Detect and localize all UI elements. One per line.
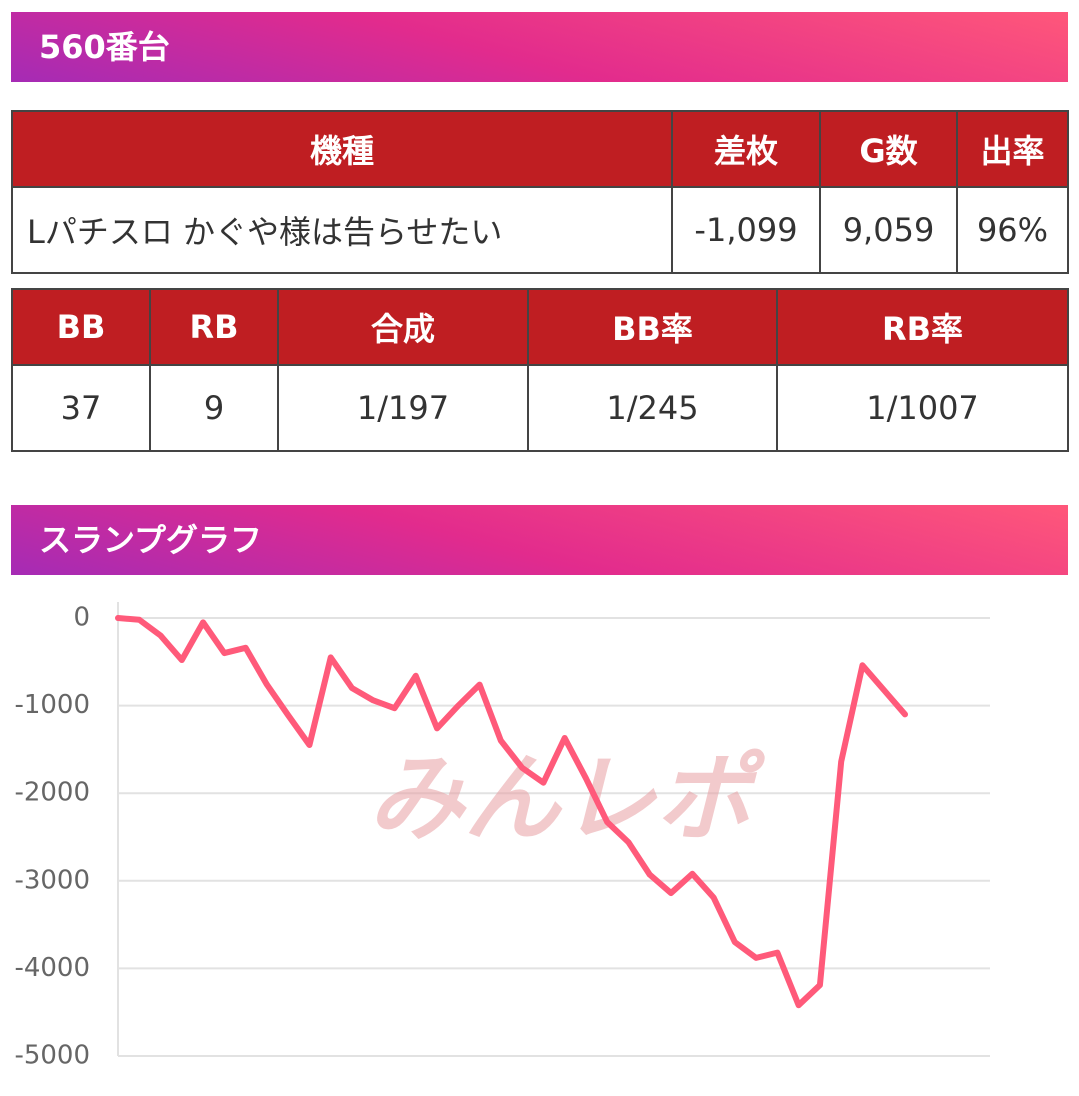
y-tick-label: -2000 [14, 778, 90, 808]
column-header: RB率 [776, 288, 1069, 366]
cell: 9 [149, 364, 279, 452]
y-tick-label: -1000 [14, 690, 90, 720]
cell: Lパチスロ かぐや様は告らせたい [11, 186, 673, 274]
column-header: G数 [819, 110, 958, 188]
column-header: 差枚 [671, 110, 821, 188]
cell: -1,099 [671, 186, 821, 274]
column-header: 出率 [956, 110, 1069, 188]
cell: 96% [956, 186, 1069, 274]
cell: 9,059 [819, 186, 958, 274]
data-row: Lパチスロ かぐや様は告らせたい -1,099 9,059 96% [11, 186, 1069, 274]
slump-chart: みんレポ 0 -1000 -2000 -3000 -4000 -5000 [14, 602, 990, 1071]
line-series [115, 615, 908, 1009]
cell: 1/197 [277, 364, 529, 452]
data-row: 37 9 1/197 1/245 1/1007 [11, 364, 1069, 452]
column-header: BB [11, 288, 151, 366]
column-header: RB [149, 288, 279, 366]
y-tick-label: -4000 [14, 953, 90, 983]
header-row: BB RB 合成 BB率 RB率 [11, 288, 1069, 366]
column-header: 合成 [277, 288, 529, 366]
cell: 1/1007 [776, 364, 1069, 452]
column-header: BB率 [527, 288, 778, 366]
cell: 1/245 [527, 364, 778, 452]
section-header: 560番台 [11, 12, 1068, 82]
section-header: スランプグラフ [11, 505, 1068, 575]
header-row: 機種 差枚 G数 出率 [11, 110, 1069, 188]
column-header: 機種 [11, 110, 673, 188]
y-tick-label: -3000 [14, 865, 90, 895]
bonus-table: BB RB 合成 BB率 RB率 37 9 1/197 1/245 1/1007 [11, 288, 1069, 452]
machine-table: 機種 差枚 G数 出率 Lパチスロ かぐや様は告らせたい -1,099 9,05… [11, 110, 1069, 274]
cell: 37 [11, 364, 151, 452]
y-tick-label: -5000 [14, 1041, 90, 1071]
y-tick-label: 0 [73, 603, 90, 633]
watermark: みんレポ [368, 742, 766, 854]
